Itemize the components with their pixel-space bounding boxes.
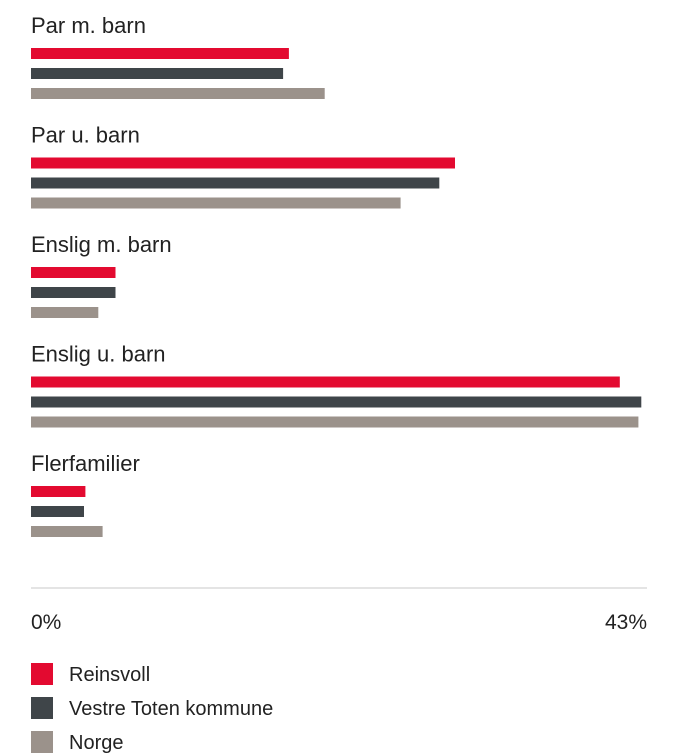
category-group-enslig-u-barn: Enslig u. barn	[31, 342, 642, 428]
legend: Reinsvoll Vestre Toten kommune Norge	[31, 663, 273, 753]
category-label: Enslig u. barn	[31, 342, 166, 367]
bar-par-u-barn-vestre-toten-kommune	[31, 177, 440, 189]
legend-swatch	[31, 697, 53, 719]
bar-flerfamilier-vestre-toten-kommune	[31, 506, 84, 517]
legend-item-reinsvoll: Reinsvoll	[31, 663, 150, 686]
category-label: Par m. barn	[31, 13, 146, 38]
legend-label: Vestre Toten kommune	[69, 698, 273, 720]
x-axis-ticks: 0% 43%	[31, 611, 647, 634]
x-tick-label: 43%	[605, 611, 647, 634]
legend-swatch	[31, 731, 53, 753]
bar-par-u-barn-norge	[31, 197, 401, 209]
x-tick-label: 0%	[31, 611, 61, 634]
legend-label: Reinsvoll	[69, 664, 150, 686]
bar-par-u-barn-reinsvoll	[31, 157, 455, 169]
category-label: Enslig m. barn	[31, 232, 172, 257]
bar-par-m-barn-reinsvoll	[31, 48, 289, 59]
bar-enslig-u-barn-norge	[31, 416, 639, 428]
bar-enslig-u-barn-vestre-toten-kommune	[31, 396, 642, 408]
bar-flerfamilier-norge	[31, 526, 103, 537]
bar-flerfamilier-reinsvoll	[31, 486, 86, 497]
bar-enslig-m-barn-reinsvoll	[31, 267, 116, 278]
category-label: Flerfamilier	[31, 451, 140, 476]
category-group-par-u-barn: Par u. barn	[31, 123, 455, 209]
bar-par-m-barn-norge	[31, 88, 325, 99]
bar-enslig-m-barn-norge	[31, 307, 99, 318]
legend-label: Norge	[69, 732, 123, 753]
category-label: Par u. barn	[31, 123, 140, 148]
category-group-par-m-barn: Par m. barn	[31, 13, 325, 99]
category-group-flerfamilier: Flerfamilier	[31, 451, 140, 537]
category-groups: Par m. barn Par u. barn Enslig m. barn Ensl…	[31, 13, 642, 537]
legend-item-vestre-toten-kommune: Vestre Toten kommune	[31, 697, 273, 720]
bar-enslig-m-barn-vestre-toten-kommune	[31, 287, 116, 298]
bar-enslig-u-barn-reinsvoll	[31, 376, 620, 388]
bar-par-m-barn-vestre-toten-kommune	[31, 68, 284, 79]
category-group-enslig-m-barn: Enslig m. barn	[31, 232, 172, 318]
legend-item-norge: Norge	[31, 731, 123, 753]
legend-swatch	[31, 663, 53, 685]
